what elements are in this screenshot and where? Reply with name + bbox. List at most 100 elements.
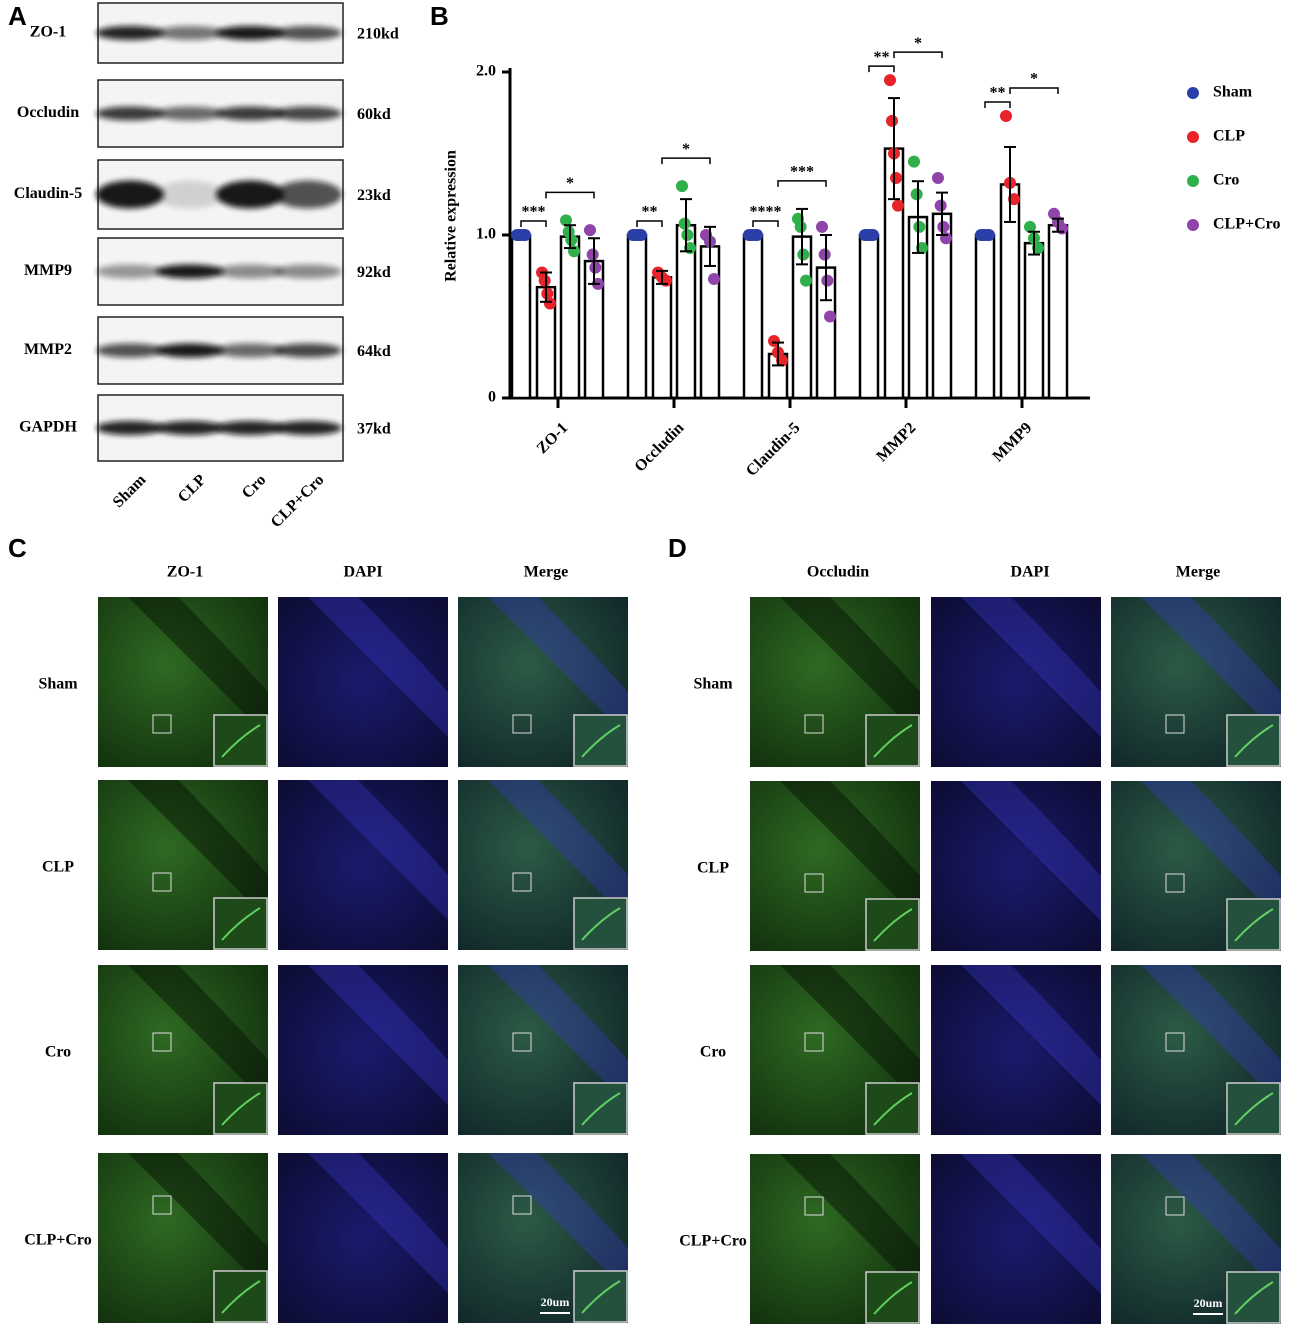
row-label: CLP [42,859,74,876]
inset [573,1082,628,1135]
legend-label: CLP [1213,128,1245,145]
tissue-band [308,965,448,1105]
tissue-band [128,1153,268,1293]
legend-swatch [1187,219,1199,231]
tissue-band [1141,597,1281,737]
micrograph [931,965,1101,1135]
inset-vessel [221,1280,261,1314]
roi-box [804,873,824,893]
legend-swatch [1187,175,1199,187]
row-label: Cro [45,1044,71,1061]
sig-bracket [636,220,663,227]
data-point [751,229,763,241]
data-point [538,274,551,287]
data-point [635,229,647,241]
tissue-band [961,781,1101,921]
sig-label: **** [750,204,782,221]
sig-bracket [893,51,943,59]
tissue-band [961,965,1101,1105]
panel-label: D [668,533,687,563]
sig-bracket [752,220,779,227]
roi-box [152,872,172,892]
tissue-band [128,965,268,1105]
data-point [932,171,944,184]
data-point [867,229,879,241]
blot-band [216,26,284,40]
inset [573,714,628,767]
micrograph [278,597,448,767]
tissue-band [780,1154,920,1294]
tissue-band [780,597,920,737]
data-point [800,274,812,287]
roi-box [512,1195,532,1215]
blot-band [216,343,284,358]
blot-band [156,106,224,121]
inset-vessel [221,724,261,758]
legend-swatch [1187,131,1199,143]
sig-label: * [1030,71,1038,88]
column-header: DAPI [1010,564,1049,581]
inset [865,1271,920,1324]
inset [865,714,920,767]
legend-swatch [1187,87,1199,99]
data-point [937,220,950,233]
data-point [681,229,694,241]
roi-box [1165,1196,1185,1216]
protein-label: MMP2 [24,341,72,358]
blot-band [274,343,342,358]
inset-vessel [1234,1092,1274,1126]
data-point [1000,110,1012,123]
sig-label: ** [642,204,658,221]
tissue-band [308,1153,448,1293]
tissue-band [308,780,448,920]
lane-label: Cro [239,471,270,502]
inset [1226,898,1281,951]
tissue-band [128,597,268,737]
data-point [678,217,691,230]
column-header: Merge [524,564,568,581]
data-point [541,287,554,300]
sig-label: * [682,141,690,158]
micrograph [278,780,448,950]
column-header: Merge [1176,564,1220,581]
protein-label: ZO-1 [30,24,66,41]
inset-vessel [1234,724,1274,758]
sig-label: * [566,175,574,192]
inset [865,1082,920,1135]
inset [1226,1271,1281,1324]
blot-band [274,180,342,209]
tissue-band [1141,965,1281,1105]
data-point [560,214,572,227]
data-point [584,224,596,237]
row-label: CLP+Cro [679,1233,746,1250]
data-point [589,261,602,274]
row-label: CLP [697,860,729,877]
roi-box [152,714,172,734]
inset [1226,714,1281,767]
sig-bracket [1009,87,1059,95]
bar [510,233,532,400]
blot-band [216,180,284,209]
micrograph [278,965,448,1135]
bar [559,235,581,400]
tissue-band [488,597,628,737]
scale-bar-label: 20um [1194,1296,1223,1310]
tissue-band [488,780,628,920]
data-point [816,220,828,233]
sig-bracket [545,191,595,199]
inset-vessel [581,1280,621,1314]
protein-label: Claudin-5 [14,185,82,202]
column-header: Occludin [807,564,869,581]
legend-label: CLP+Cro [1213,216,1280,233]
data-point [824,310,836,323]
sig-bracket [984,101,1011,109]
scale-bar-label: 20um [541,1295,570,1309]
protein-label: GAPDH [19,419,77,436]
tissue-band [961,1154,1101,1294]
sig-label: * [914,35,922,52]
lane-label: CLP+Cro [268,471,328,531]
x-tick-label: ZO-1 [534,419,572,457]
inset-vessel [221,907,261,941]
data-point [983,229,995,241]
